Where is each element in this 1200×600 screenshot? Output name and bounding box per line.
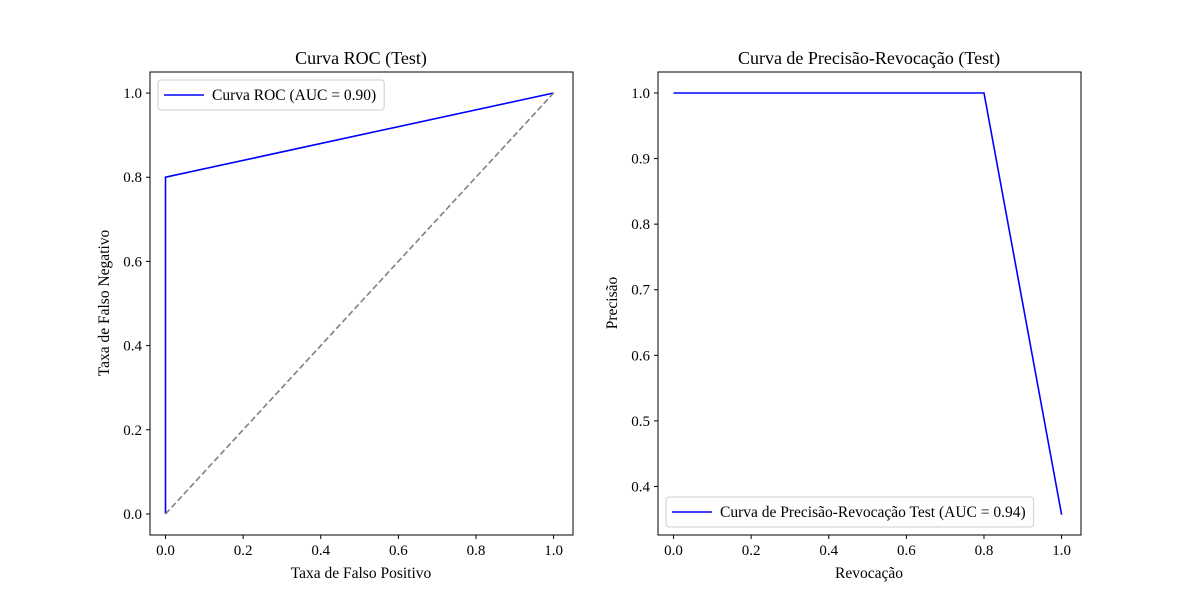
- roc-y-tick-label: 1.0: [123, 86, 142, 102]
- pr-y-tick-label: 0.9: [631, 152, 650, 168]
- pr-legend-label: Curva de Precisão-Revocação Test (AUC = …: [720, 504, 1026, 521]
- pr-y-axis-label: Precisão: [604, 276, 621, 329]
- roc-y-tick-label: 0.4: [123, 339, 142, 355]
- pr-chart-title: Curva de Precisão-Revocação (Test): [738, 48, 1000, 69]
- pr-y-tick-label: 0.5: [631, 414, 650, 430]
- pr-plot-area: 0.0 0.2 0.4 0.6 0.8 1.0 0.4 0.5 0.6 0.7 0.8 0.9 1.0 C…: [631, 71, 1082, 559]
- pr-x-tick-label: 0.8: [975, 543, 994, 559]
- roc-series-1-line: [164, 92, 555, 515]
- pr-series-0-line: [673, 92, 1063, 515]
- pr-x-tick-label: 0.0: [664, 543, 683, 559]
- roc-x-axis-label: Taxa de Falso Positivo: [291, 565, 432, 582]
- pr-x-tick-label: 0.2: [742, 543, 761, 559]
- roc-x-tick-label: 0.6: [389, 543, 408, 559]
- pr-x-tick-label: 1.0: [1052, 543, 1071, 559]
- pr-y-tick-label: 0.7: [631, 283, 650, 299]
- roc-y-axis-label: Taxa de Falso Negativo: [96, 229, 113, 376]
- pr-legend-box: [665, 496, 1035, 528]
- roc-x-tick-label: 0.0: [156, 543, 175, 559]
- roc-plot-area: 0.0 0.2 0.4 0.6 0.8 1.0 0.0 0.2 0.4 0.6 0.8 1.0 Curv…: [123, 71, 574, 559]
- roc-y-tick-label: 0.6: [123, 254, 142, 270]
- roc-x-tick-label: 0.2: [234, 543, 253, 559]
- pr-y-tick-label: 0.4: [631, 479, 650, 495]
- roc-legend-box: [157, 79, 385, 111]
- roc-x-tick-label: 0.8: [467, 543, 486, 559]
- roc-y-tick-label: 0.0: [123, 507, 142, 523]
- pr-y-tick-label: 0.8: [631, 217, 650, 233]
- pr-x-tick-label: 0.6: [897, 543, 916, 559]
- roc-legend: Curva ROC (AUC = 0.90): [157, 79, 385, 111]
- roc-chart: Curva ROC (Test) 0.0 0.2 0.4 0.6 0.8 1.00.00.…: [96, 48, 574, 582]
- roc-y-tick-label: 0.2: [123, 423, 142, 439]
- pr-legend: Curva de Precisão-Revocação Test (AUC = …: [665, 496, 1035, 528]
- pr-y-tick-label: 1.0: [631, 86, 650, 102]
- pr-x-axis-label: Revocação: [835, 565, 903, 582]
- pr-y-tick-label: 0.6: [631, 348, 650, 364]
- roc-x-tick-label: 1.0: [544, 543, 563, 559]
- roc-axes-frame: [149, 71, 574, 536]
- roc-x-tick-label: 0.4: [311, 543, 330, 559]
- pr-axes-frame: [657, 71, 1082, 536]
- roc-legend-label: Curva ROC (AUC = 0.90): [212, 87, 376, 104]
- roc-series-0-line: [164, 92, 554, 514]
- pr-x-tick-label: 0.4: [819, 543, 838, 559]
- precision-recall-chart: Curva de Precisão-Revocação (Test) 0.0 0.…: [604, 48, 1082, 582]
- roc-y-tick-label: 0.8: [123, 170, 142, 186]
- roc-chart-title: Curva ROC (Test): [295, 48, 427, 69]
